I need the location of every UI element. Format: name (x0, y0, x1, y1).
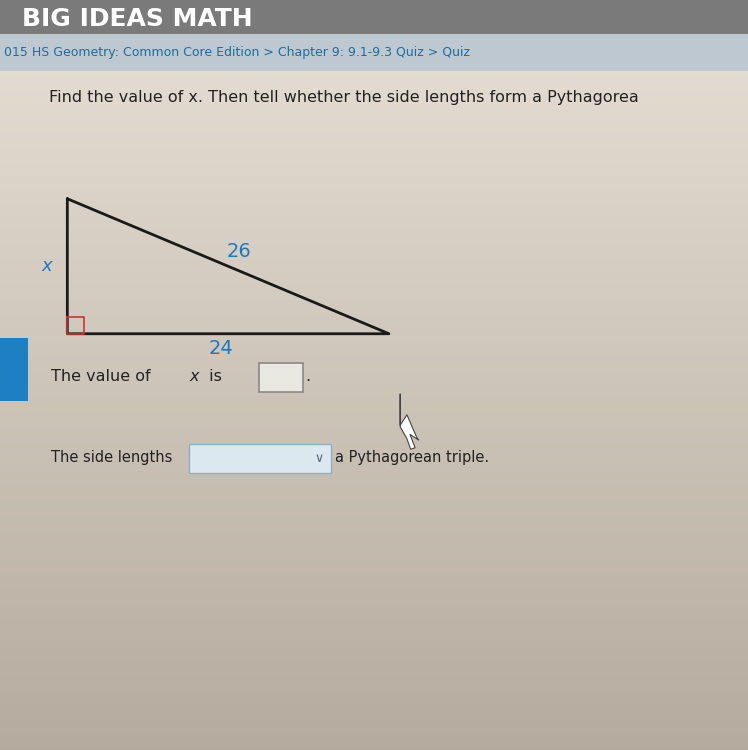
Bar (0, 0, 748, 34)
Bar (0, 34, 748, 70)
Text: is: is (204, 369, 222, 384)
Text: ∨: ∨ (314, 452, 323, 465)
Text: x: x (189, 369, 199, 384)
Text: a Pythagorean triple.: a Pythagorean triple. (335, 450, 489, 465)
Text: .: . (305, 369, 310, 384)
Text: Find the value of x. Then tell whether the side lengths form a Pythagorea: Find the value of x. Then tell whether t… (49, 90, 638, 105)
Text: BIG IDEAS MATH: BIG IDEAS MATH (22, 8, 253, 32)
Text: The value of: The value of (51, 369, 156, 384)
Text: 24: 24 (208, 339, 233, 358)
Text: x: x (42, 257, 52, 275)
Text: The side lengths: The side lengths (51, 450, 172, 465)
FancyBboxPatch shape (189, 444, 331, 472)
Polygon shape (400, 394, 419, 449)
Text: 26: 26 (227, 242, 252, 261)
FancyBboxPatch shape (259, 363, 303, 392)
Bar (0, 338, 28, 401)
Text: 015 HS Geometry: Common Core Edition > Chapter 9: 9.1-9.3 Quiz > Quiz: 015 HS Geometry: Common Core Edition > C… (4, 46, 470, 59)
